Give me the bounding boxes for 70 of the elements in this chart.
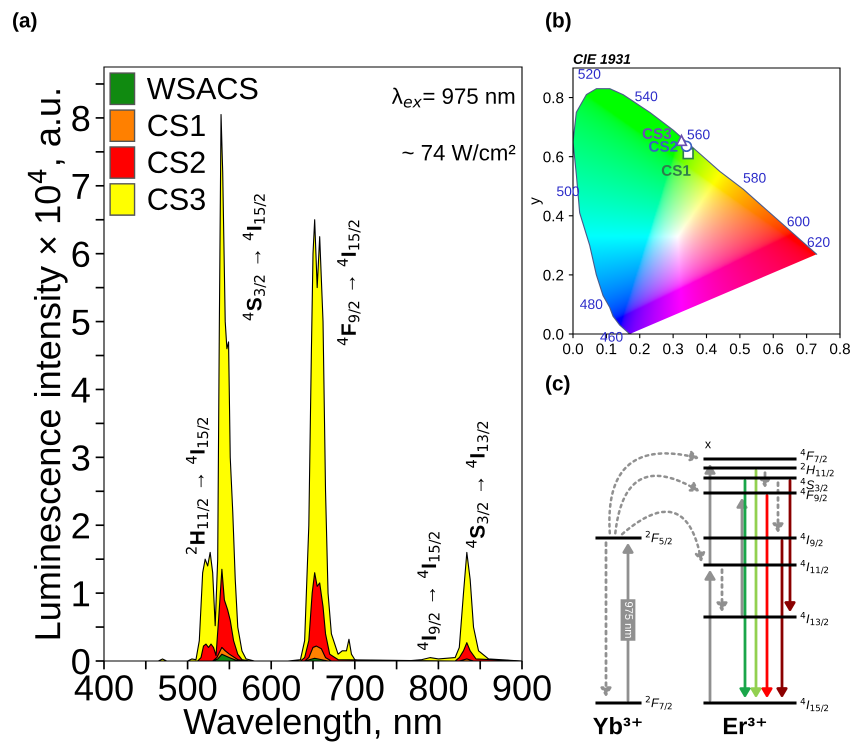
x-tick-label: 0.5 [730, 343, 750, 354]
text: $^{2}$H$_{11/2}$ [800, 462, 834, 478]
y-tick-label: 0.8 [543, 92, 564, 104]
y-tick-label: 2 [72, 513, 89, 538]
text: $^{4}$I$_{11/2}$ [800, 560, 828, 574]
text: 975 nm [625, 602, 633, 638]
y-tick-label: 0.2 [543, 270, 564, 281]
annotation: $^{4}$F$_{9/2}$ → $^{4}$I$_{15/2}$ [337, 220, 361, 346]
y-tick-label: 6 [72, 242, 90, 268]
annotation: 540 [635, 91, 658, 102]
annotation: 560 [688, 130, 710, 140]
chart-title: (a) [13, 12, 36, 32]
x-tick-label: 900 [494, 675, 551, 701]
y-tick-label: 3 [72, 445, 90, 471]
text: $^{4}$F$_{7/2}$ [800, 448, 827, 463]
annotation: λ$_{ex}$= 975 nm [392, 88, 514, 108]
x-tick-label: 700 [326, 675, 384, 701]
x-tick-label: 0.3 [663, 343, 684, 354]
legend-label: CS2 [148, 152, 205, 174]
x-tick-label: 0.1 [596, 343, 616, 354]
text: $^{2}$F$_{5/2}$ [646, 530, 672, 546]
legend-label: CS1 [148, 114, 205, 136]
annotation: 580 [744, 172, 766, 183]
annotation: 620 [808, 237, 830, 247]
annotation: 600 [788, 216, 810, 226]
annotation: ~ 74 W/cm² [402, 144, 516, 161]
text: $^{4}$I$_{9/2}$ [800, 532, 823, 547]
y-tick-label: 5 [72, 310, 90, 336]
annotation: 520 [578, 69, 600, 79]
text: Yb³⁺ [593, 716, 642, 734]
text: $^{4}$I$_{15/2}$ [800, 698, 828, 712]
annotation: $^{2}$H$_{11/2}$ → $^{4}$I$_{15/2}$ [186, 418, 210, 554]
text: $^{4}$I$_{13/2}$ [800, 612, 828, 626]
chart-title: (b) [546, 12, 571, 32]
text: Er³⁺ [724, 718, 766, 734]
legend-label: WSACS [146, 78, 258, 100]
annotation: $^{4}$S$_{3/2}$ → $^{4}$I$_{15/2}$ [242, 194, 266, 320]
y-tick-label: 0 [72, 648, 90, 674]
x-axis-title: Wavelength, nm [183, 708, 440, 742]
y-axis-title: Luminescence intensity × 10$^{4}$, a.u. [28, 90, 68, 638]
annotation: $^{4}$S$_{3/2}$ → $^{4}$I$_{13/2}$ [466, 422, 490, 548]
series-label: CS2 [649, 140, 678, 152]
y-tick-label: 4 [72, 378, 90, 403]
x-tick-label: 600 [242, 675, 300, 701]
series-label: CS3 [642, 128, 672, 139]
y-axis-title: y [531, 197, 543, 205]
annotation: 460 [600, 332, 623, 342]
chart-subtitle: CIE 1931 [574, 54, 630, 64]
x-tick-label: 0.4 [696, 343, 717, 354]
y-tick-label: 1 [73, 581, 90, 606]
y-tick-label: 7 [72, 174, 89, 199]
point [676, 134, 688, 146]
x-tick-label: 0.6 [763, 343, 784, 354]
annotation: 480 [580, 299, 602, 310]
annotation: $^{4}$I$_{9/2}$ → $^{4}$I$_{15/2}$ [417, 532, 441, 650]
x-tick-label: 0.7 [796, 343, 816, 354]
legend-label: CS3 [148, 188, 205, 210]
y-tick-label: 8 [72, 106, 90, 132]
x-tick-label: 0.0 [562, 343, 584, 354]
x-tick-label: 400 [74, 675, 133, 701]
y-tick-label: 0.6 [543, 152, 564, 162]
text: (c) [546, 375, 570, 395]
x-tick-label: 0.8 [830, 343, 850, 354]
x-tick-label: 500 [158, 675, 216, 701]
y-tick-label: 0.0 [543, 328, 564, 340]
text: x [705, 442, 711, 448]
text: $^{2}$F$_{7/2}$ [646, 696, 672, 710]
x-tick-label: 800 [410, 675, 468, 701]
y-tick-label: 0.4 [543, 210, 564, 222]
x-tick-label: 0.2 [630, 343, 650, 354]
